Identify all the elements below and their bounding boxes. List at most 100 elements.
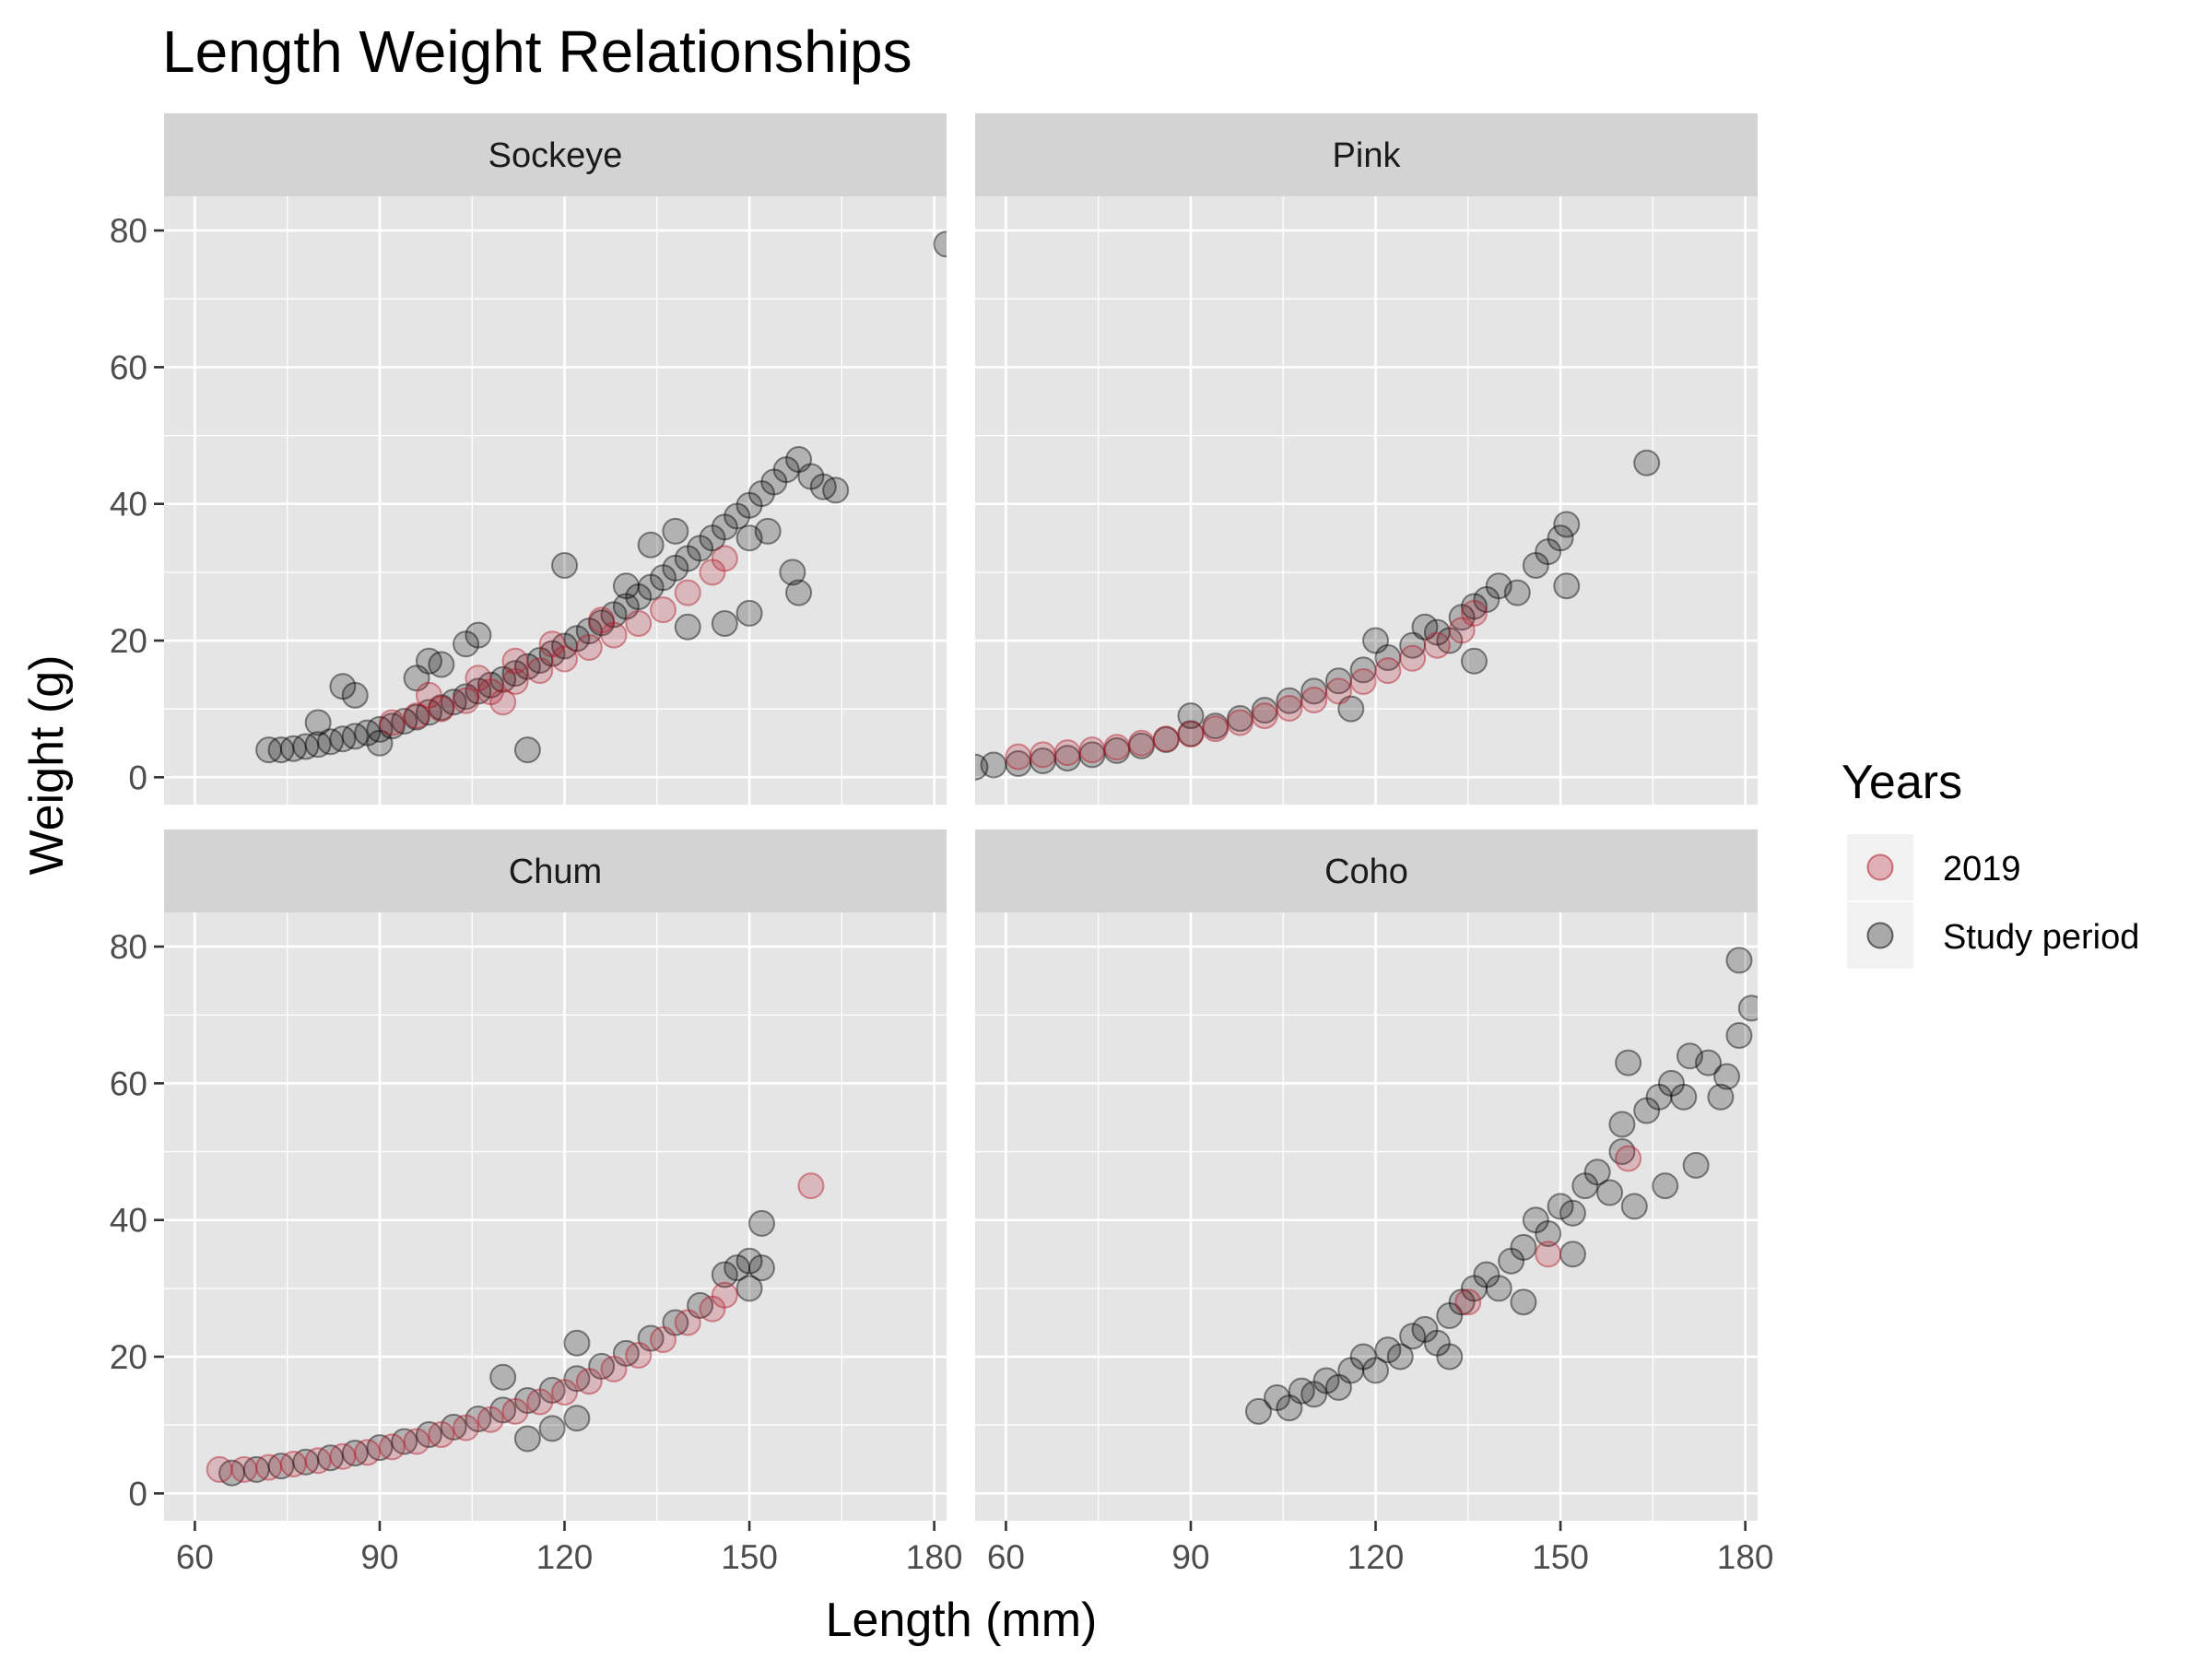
data-point: [1202, 715, 1230, 743]
data-point: [1460, 593, 1488, 620]
data-point: [1695, 1049, 1723, 1077]
data-point: [1448, 604, 1476, 631]
x-tick-label: 180: [1717, 1538, 1774, 1576]
data-points: [975, 449, 1661, 781]
data-point: [1682, 1151, 1710, 1179]
x-tick-label: 120: [536, 1538, 594, 1576]
data-point: [1337, 1357, 1365, 1384]
data-point: [526, 657, 554, 685]
data-point: [735, 491, 763, 519]
data-point: [1553, 572, 1581, 600]
data-point: [1349, 1343, 1377, 1371]
legend-marker: [1866, 922, 1894, 949]
data-point: [1645, 1083, 1673, 1111]
data-point: [662, 517, 689, 545]
data-point: [428, 694, 455, 722]
data-point: [1436, 1302, 1464, 1330]
data-point: [772, 456, 800, 484]
data-point: [1288, 1377, 1315, 1405]
data-point: [662, 554, 689, 582]
data-point: [747, 1209, 775, 1237]
data-point: [1374, 1336, 1402, 1364]
data-point: [1725, 1021, 1753, 1049]
data-point: [785, 446, 813, 474]
data-point: [1300, 687, 1328, 714]
data-point: [1713, 1063, 1741, 1090]
data-point: [687, 1291, 714, 1319]
data-point: [465, 677, 492, 705]
data-point: [600, 621, 628, 649]
data-point: [501, 668, 529, 696]
data-point: [1522, 1206, 1549, 1234]
data-point: [1349, 656, 1377, 684]
data-point: [526, 647, 554, 675]
data-point: [551, 632, 579, 660]
data-point: [1707, 1083, 1735, 1111]
data-point: [1152, 725, 1180, 753]
legend-label: 2019: [1943, 850, 2021, 888]
y-tick-label: 60: [110, 1065, 147, 1102]
data-point: [465, 1406, 492, 1433]
data-point: [699, 524, 726, 552]
data-point: [1547, 1193, 1574, 1220]
data-point: [513, 1386, 541, 1414]
data-point: [687, 535, 714, 562]
data-point: [440, 688, 467, 716]
data-point: [440, 1413, 467, 1441]
data-point: [600, 1355, 628, 1382]
data-point: [711, 1281, 738, 1309]
data-point: [1177, 720, 1205, 747]
facet-strip: [975, 113, 1758, 196]
data-point: [1473, 586, 1500, 614]
data-point: [304, 709, 332, 736]
x-axis-title: Length (mm): [826, 1594, 1098, 1647]
legend-entry: Study period: [1847, 902, 2139, 969]
x-tick-label: 60: [987, 1538, 1025, 1576]
data-point: [1202, 712, 1230, 740]
data-point: [625, 609, 653, 637]
data-point: [711, 513, 738, 541]
data-point: [588, 609, 616, 637]
data-point: [674, 1309, 701, 1336]
data-point: [1078, 741, 1106, 769]
data-point: [1030, 747, 1057, 775]
data-point: [1349, 668, 1377, 696]
data-point: [1553, 511, 1581, 538]
y-tick-label: 0: [128, 1475, 147, 1512]
data-point: [378, 1433, 406, 1461]
data-point: [428, 1421, 455, 1449]
data-point: [600, 601, 628, 629]
data-point: [267, 1453, 295, 1480]
data-point: [662, 1309, 689, 1336]
data-point: [316, 728, 344, 756]
x-axis-tick-labels: 60 90 120 150 180 60 90 120 150 180: [176, 1521, 1774, 1576]
data-point: [1374, 644, 1402, 672]
data-point: [1053, 745, 1081, 772]
data-point: [1615, 1049, 1642, 1077]
data-point: [279, 1450, 307, 1477]
data-point: [415, 647, 442, 675]
data-point: [1535, 1220, 1562, 1248]
facet-panel: Sockeye: [164, 113, 947, 805]
data-point: [1460, 1275, 1488, 1302]
legend-entries: 2019 Study period: [1847, 834, 2139, 969]
legend: Years 2019 Study period: [1841, 756, 2139, 969]
facet-strip-label: Pink: [1333, 136, 1402, 175]
data-point: [563, 625, 591, 653]
data-point: [1127, 732, 1155, 759]
data-point: [477, 671, 504, 699]
y-tick-label: 0: [128, 759, 147, 796]
data-point: [341, 1440, 369, 1467]
data-point: [292, 1448, 320, 1476]
data-point: [428, 695, 455, 723]
legend-label: Study period: [1943, 918, 2139, 957]
data-point: [699, 559, 726, 586]
data-point: [735, 1275, 763, 1302]
data-point: [1448, 1288, 1476, 1316]
data-point: [489, 665, 517, 693]
data-point: [1620, 1193, 1648, 1220]
data-point: [501, 647, 529, 675]
data-point: [1312, 1367, 1340, 1394]
chart-title: Length Weight Relationships: [162, 18, 912, 85]
data-point: [1177, 721, 1205, 748]
